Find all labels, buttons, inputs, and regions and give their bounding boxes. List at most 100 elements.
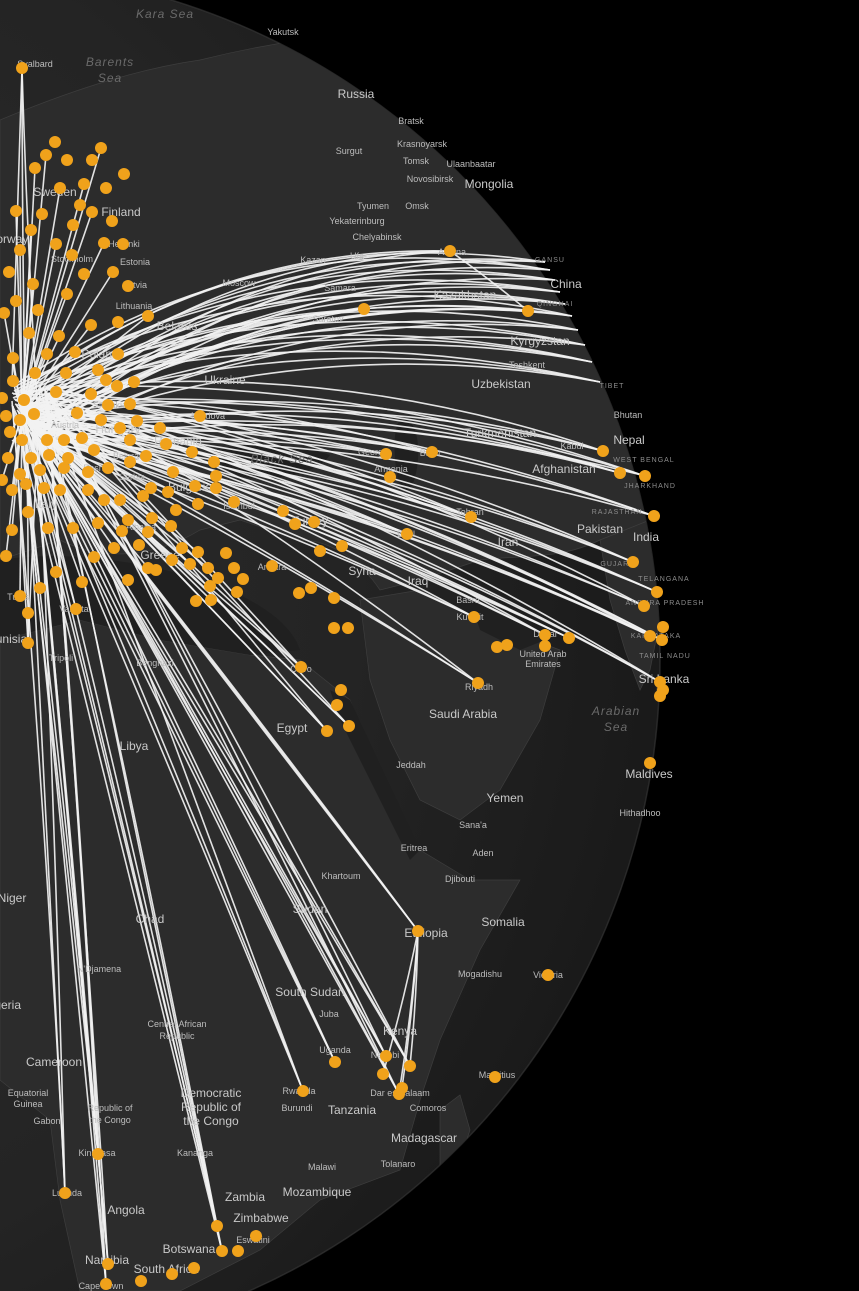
location-node[interactable] bbox=[491, 641, 503, 653]
location-node[interactable] bbox=[117, 238, 129, 250]
location-node[interactable] bbox=[142, 310, 154, 322]
location-node[interactable] bbox=[135, 1275, 147, 1287]
location-node[interactable] bbox=[78, 268, 90, 280]
location-node[interactable] bbox=[114, 422, 126, 434]
location-node[interactable] bbox=[6, 524, 18, 536]
location-node[interactable] bbox=[328, 592, 340, 604]
location-node[interactable] bbox=[29, 367, 41, 379]
location-node[interactable] bbox=[67, 219, 79, 231]
location-node[interactable] bbox=[305, 582, 317, 594]
location-node[interactable] bbox=[648, 510, 660, 522]
location-node[interactable] bbox=[25, 224, 37, 236]
location-node[interactable] bbox=[232, 1245, 244, 1257]
location-node[interactable] bbox=[32, 304, 44, 316]
location-node[interactable] bbox=[140, 450, 152, 462]
location-node[interactable] bbox=[59, 1187, 71, 1199]
location-node[interactable] bbox=[167, 466, 179, 478]
location-node[interactable] bbox=[124, 398, 136, 410]
location-node[interactable] bbox=[38, 482, 50, 494]
location-node[interactable] bbox=[112, 348, 124, 360]
location-node[interactable] bbox=[336, 540, 348, 552]
location-node[interactable] bbox=[28, 408, 40, 420]
location-node[interactable] bbox=[122, 514, 134, 526]
location-node[interactable] bbox=[328, 622, 340, 634]
location-node[interactable] bbox=[297, 1085, 309, 1097]
location-node[interactable] bbox=[34, 464, 46, 476]
location-node[interactable] bbox=[343, 720, 355, 732]
location-node[interactable] bbox=[501, 639, 513, 651]
location-node[interactable] bbox=[102, 1258, 114, 1270]
location-node[interactable] bbox=[412, 925, 424, 937]
location-node[interactable] bbox=[404, 1060, 416, 1072]
location-node[interactable] bbox=[142, 562, 154, 574]
location-node[interactable] bbox=[10, 295, 22, 307]
location-node[interactable] bbox=[61, 288, 73, 300]
location-node[interactable] bbox=[289, 518, 301, 530]
location-node[interactable] bbox=[295, 661, 307, 673]
location-node[interactable] bbox=[426, 446, 438, 458]
location-node[interactable] bbox=[100, 374, 112, 386]
location-node[interactable] bbox=[50, 238, 62, 250]
location-node[interactable] bbox=[102, 462, 114, 474]
location-node[interactable] bbox=[321, 725, 333, 737]
location-node[interactable] bbox=[211, 1220, 223, 1232]
location-node[interactable] bbox=[34, 582, 46, 594]
location-node[interactable] bbox=[331, 699, 343, 711]
location-node[interactable] bbox=[27, 278, 39, 290]
location-node[interactable] bbox=[597, 445, 609, 457]
location-node[interactable] bbox=[112, 316, 124, 328]
location-node[interactable] bbox=[170, 504, 182, 516]
location-node[interactable] bbox=[58, 462, 70, 474]
location-node[interactable] bbox=[111, 380, 123, 392]
location-node[interactable] bbox=[165, 520, 177, 532]
location-node[interactable] bbox=[76, 576, 88, 588]
location-node[interactable] bbox=[192, 498, 204, 510]
location-node[interactable] bbox=[98, 494, 110, 506]
location-node[interactable] bbox=[6, 484, 18, 496]
location-node[interactable] bbox=[100, 1278, 112, 1290]
location-node[interactable] bbox=[2, 452, 14, 464]
location-node[interactable] bbox=[16, 62, 28, 74]
location-node[interactable] bbox=[41, 348, 53, 360]
location-node[interactable] bbox=[78, 178, 90, 190]
location-node[interactable] bbox=[102, 399, 114, 411]
location-node[interactable] bbox=[166, 1268, 178, 1280]
location-node[interactable] bbox=[122, 280, 134, 292]
location-node[interactable] bbox=[124, 456, 136, 468]
location-node[interactable] bbox=[70, 603, 82, 615]
location-node[interactable] bbox=[539, 640, 551, 652]
location-node[interactable] bbox=[49, 136, 61, 148]
location-node[interactable] bbox=[7, 352, 19, 364]
location-node[interactable] bbox=[29, 162, 41, 174]
location-node[interactable] bbox=[542, 969, 554, 981]
location-node[interactable] bbox=[145, 482, 157, 494]
location-node[interactable] bbox=[358, 303, 370, 315]
location-node[interactable] bbox=[25, 452, 37, 464]
location-node[interactable] bbox=[95, 414, 107, 426]
location-node[interactable] bbox=[60, 367, 72, 379]
location-node[interactable] bbox=[212, 572, 224, 584]
location-node[interactable] bbox=[14, 244, 26, 256]
location-node[interactable] bbox=[100, 182, 112, 194]
location-node[interactable] bbox=[308, 516, 320, 528]
location-node[interactable] bbox=[22, 506, 34, 518]
location-node[interactable] bbox=[563, 632, 575, 644]
location-node[interactable] bbox=[92, 1148, 104, 1160]
location-node[interactable] bbox=[92, 517, 104, 529]
location-node[interactable] bbox=[627, 556, 639, 568]
location-node[interactable] bbox=[644, 630, 656, 642]
location-node[interactable] bbox=[639, 470, 651, 482]
location-node[interactable] bbox=[50, 386, 62, 398]
location-node[interactable] bbox=[638, 600, 650, 612]
location-node[interactable] bbox=[69, 346, 81, 358]
location-node[interactable] bbox=[88, 444, 100, 456]
location-node[interactable] bbox=[342, 622, 354, 634]
location-node[interactable] bbox=[62, 452, 74, 464]
location-node[interactable] bbox=[184, 558, 196, 570]
location-node[interactable] bbox=[7, 375, 19, 387]
location-node[interactable] bbox=[122, 574, 134, 586]
location-node[interactable] bbox=[166, 554, 178, 566]
location-node[interactable] bbox=[651, 586, 663, 598]
location-node[interactable] bbox=[250, 1230, 262, 1242]
location-node[interactable] bbox=[124, 434, 136, 446]
